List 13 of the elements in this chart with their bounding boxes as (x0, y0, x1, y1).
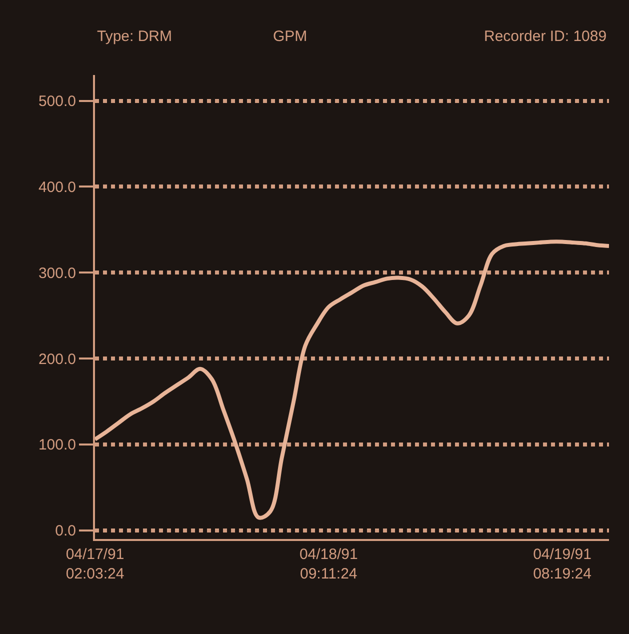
y-tick-label: 100.0 (38, 436, 76, 454)
text: Type: DRM (97, 28, 172, 45)
y-tick-label: 300.0 (38, 264, 76, 282)
text: Recorder ID: 1089 (484, 28, 607, 45)
y-axis-title: GPM (273, 28, 308, 45)
y-tick-label: 200.0 (38, 350, 76, 368)
y-tick-label: 0.0 (55, 522, 76, 540)
x-tick-label: 04/18/91 09:11:24 (299, 546, 358, 582)
line-series (95, 240, 609, 520)
x-tick-label: 04/19/91 08:19:24 (533, 546, 592, 582)
x-tick-label: 04/17/91 02:03:24 (66, 546, 124, 582)
y-tick-label: 500.0 (38, 93, 76, 110)
y-tick-label: 400.0 (38, 178, 76, 196)
